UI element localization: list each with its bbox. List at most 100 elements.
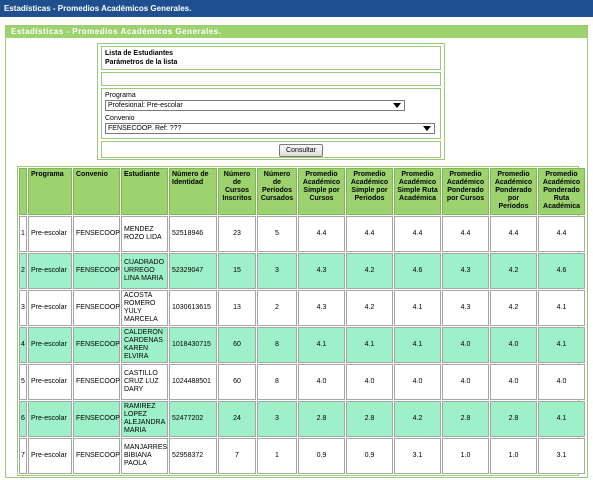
table-cell: 52518946 bbox=[169, 216, 217, 252]
table-cell: CASTILLO CRUZ LUZ DARY bbox=[121, 364, 168, 400]
table-cell: 4.2 bbox=[490, 253, 537, 289]
table-cell: Pre-escolar bbox=[28, 401, 72, 437]
chevron-down-icon[interactable] bbox=[393, 103, 401, 108]
table-cell: 4.2 bbox=[346, 253, 393, 289]
window-title: Estadísticas - Promedios Académicos Gene… bbox=[0, 0, 593, 17]
panel-title: Estadísticas - Promedios Académicos Gene… bbox=[6, 26, 587, 38]
table-cell: 3.1 bbox=[538, 438, 585, 474]
table-cell: ACOSTA ROMERO YULY MARCELA bbox=[121, 290, 168, 326]
row-number: 2 bbox=[19, 253, 27, 289]
table-cell: Pre-escolar bbox=[28, 438, 72, 474]
table-cell: 4.3 bbox=[442, 253, 489, 289]
row-number: 3 bbox=[19, 290, 27, 326]
consultar-button[interactable]: Consultar bbox=[279, 144, 323, 157]
list-parameters-box: Lista de Estudiantes Parámetros de la li… bbox=[97, 43, 445, 160]
table-cell: 4.4 bbox=[394, 216, 441, 252]
table-cell: 60 bbox=[218, 364, 256, 400]
table-row: 1 Pre-escolar FENSECOOP MENDEZ ROZO LIDA 525… bbox=[19, 216, 585, 252]
column-header: Promedio Académico Simple Ruta Académica bbox=[394, 168, 441, 215]
table-cell: 4.1 bbox=[394, 327, 441, 363]
table-cell: 4.0 bbox=[298, 364, 345, 400]
table-cell: CALDERON CARDENAS KAREN ELVIRA bbox=[121, 327, 168, 363]
row-number: 1 bbox=[19, 216, 27, 252]
table-cell: MENDEZ ROZO LIDA bbox=[121, 216, 168, 252]
table-cell: 3 bbox=[257, 253, 297, 289]
table-cell: 4.1 bbox=[538, 327, 585, 363]
table-cell: Pre-escolar bbox=[28, 216, 72, 252]
main-panel: Estadísticas - Promedios Académicos Gene… bbox=[5, 25, 588, 478]
table-row: 3 Pre-escolar FENSECOOP ACOSTA ROMERO YULY … bbox=[19, 290, 585, 326]
table-cell: MANJARRES BIBIANA PAOLA bbox=[121, 438, 168, 474]
table-cell: FENSECOOP bbox=[73, 401, 120, 437]
table-cell: RAMIREZ LOPEZ ALEJANDRA MARIA bbox=[121, 401, 168, 437]
params-button-row: Consultar bbox=[101, 141, 441, 158]
params-fields: Programa Profesional: Pre-escolar Conven… bbox=[101, 88, 441, 139]
programa-select-value: Profesional: Pre-escolar bbox=[108, 102, 183, 109]
table-cell: Pre-escolar bbox=[28, 364, 72, 400]
table-cell: 8 bbox=[257, 364, 297, 400]
results-table-container: Programa Convenio Estudiante Número de Iden… bbox=[17, 166, 585, 476]
column-header: Convenio bbox=[73, 168, 120, 215]
table-cell: 1018430715 bbox=[169, 327, 217, 363]
convenio-select[interactable]: FENSECOOP. Ref: ??? bbox=[105, 123, 435, 134]
table-cell: 5 bbox=[257, 216, 297, 252]
column-header: Promedio Académico Ponderado por Cursos bbox=[442, 168, 489, 215]
chevron-down-icon[interactable] bbox=[423, 126, 431, 131]
row-number: 6 bbox=[19, 401, 27, 437]
table-cell: 3.1 bbox=[394, 438, 441, 474]
table-cell: 4.1 bbox=[538, 290, 585, 326]
table-cell: FENSECOOP bbox=[73, 327, 120, 363]
column-header: Número de Periodos Cursados bbox=[257, 168, 297, 215]
column-header: Promedio Académico Ponderado por Periodo… bbox=[490, 168, 537, 215]
programa-label: Programa bbox=[105, 92, 136, 99]
table-row: 2 Pre-escolar FENSECOOP CUADRADO URREGO LIN… bbox=[19, 253, 585, 289]
header-row: Programa Convenio Estudiante Número de Iden… bbox=[19, 168, 585, 215]
table-cell: 4.0 bbox=[490, 364, 537, 400]
table-cell: 4.4 bbox=[442, 216, 489, 252]
table-cell: 4.0 bbox=[490, 327, 537, 363]
table-cell: 23 bbox=[218, 216, 256, 252]
table-cell: 4.0 bbox=[442, 364, 489, 400]
params-titles: Lista de Estudiantes Parámetros de la li… bbox=[101, 46, 441, 70]
table-cell: 2.8 bbox=[346, 401, 393, 437]
table-cell: 4.4 bbox=[298, 216, 345, 252]
row-number: 5 bbox=[19, 364, 27, 400]
table-cell: 4.4 bbox=[490, 216, 537, 252]
column-header: Promedio Académico Simple por Periodos bbox=[346, 168, 393, 215]
table-cell: FENSECOOP bbox=[73, 216, 120, 252]
table-cell: 60 bbox=[218, 327, 256, 363]
table-cell: CUADRADO URREGO LINA MARIA bbox=[121, 253, 168, 289]
table-cell: FENSECOOP bbox=[73, 438, 120, 474]
table-cell: 4.2 bbox=[490, 290, 537, 326]
table-cell: 4.6 bbox=[538, 253, 585, 289]
table-cell: 8 bbox=[257, 327, 297, 363]
table-cell: 4.0 bbox=[346, 364, 393, 400]
table-cell: 4.1 bbox=[538, 401, 585, 437]
table-cell: 4.3 bbox=[298, 290, 345, 326]
table-cell: 52477202 bbox=[169, 401, 217, 437]
column-header: Estudiante bbox=[121, 168, 168, 215]
table-row: 4 Pre-escolar FENSECOOP CALDERON CARDENAS K… bbox=[19, 327, 585, 363]
table-cell: 4.2 bbox=[346, 290, 393, 326]
table-cell: 2.8 bbox=[442, 401, 489, 437]
row-number: 4 bbox=[19, 327, 27, 363]
table-cell: 1030613615 bbox=[169, 290, 217, 326]
programa-select[interactable]: Profesional: Pre-escolar bbox=[105, 100, 405, 111]
column-header: Programa bbox=[28, 168, 72, 215]
table-cell: 7 bbox=[218, 438, 256, 474]
table-cell: 4.1 bbox=[346, 327, 393, 363]
row-number: 7 bbox=[19, 438, 27, 474]
table-cell: 4.2 bbox=[394, 401, 441, 437]
table-cell: 4.0 bbox=[394, 364, 441, 400]
table-cell: 1024488501 bbox=[169, 364, 217, 400]
table-cell: FENSECOOP bbox=[73, 364, 120, 400]
table-cell: 1 bbox=[257, 438, 297, 474]
convenio-select-value: FENSECOOP. Ref: ??? bbox=[108, 125, 182, 132]
table-cell: 4.1 bbox=[394, 290, 441, 326]
table-cell: 52329047 bbox=[169, 253, 217, 289]
table-cell: 4.0 bbox=[538, 364, 585, 400]
table-row: 7 Pre-escolar FENSECOOP MANJARRES BIBIANA P… bbox=[19, 438, 585, 474]
table-cell: 52958372 bbox=[169, 438, 217, 474]
table-cell: 0.9 bbox=[346, 438, 393, 474]
table-cell: Pre-escolar bbox=[28, 253, 72, 289]
